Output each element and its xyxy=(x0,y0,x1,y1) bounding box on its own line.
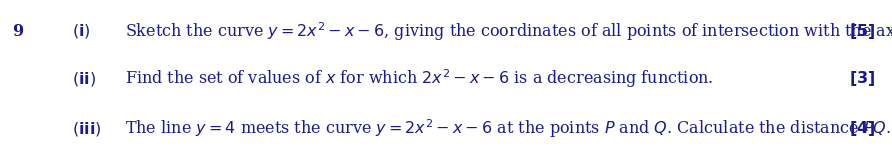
Text: $\mathbf{[4]}$: $\mathbf{[4]}$ xyxy=(848,119,875,138)
Text: $\mathbf{[3]}$: $\mathbf{[3]}$ xyxy=(848,69,875,88)
Text: The line $y = 4$ meets the curve $y = 2x^2 - x - 6$ at the points $P$ and $Q$. C: The line $y = 4$ meets the curve $y = 2x… xyxy=(125,117,891,140)
Text: Sketch the curve $y = 2x^2 - x - 6$, giving the coordinates of all points of int: Sketch the curve $y = 2x^2 - x - 6$, giv… xyxy=(125,20,892,43)
Text: $\mathbf{\left(iii\right)}$: $\mathbf{\left(iii\right)}$ xyxy=(72,120,102,138)
Text: $\mathbf{\left(ii\right)}$: $\mathbf{\left(ii\right)}$ xyxy=(72,70,96,87)
Text: $\mathbf{[5]}$: $\mathbf{[5]}$ xyxy=(848,22,875,41)
Text: $\mathbf{\left(i\right)}$: $\mathbf{\left(i\right)}$ xyxy=(72,22,91,40)
Text: 9: 9 xyxy=(12,23,23,40)
Text: Find the set of values of $x$ for which $2x^2 - x - 6$ is a decreasing function.: Find the set of values of $x$ for which … xyxy=(125,67,714,90)
